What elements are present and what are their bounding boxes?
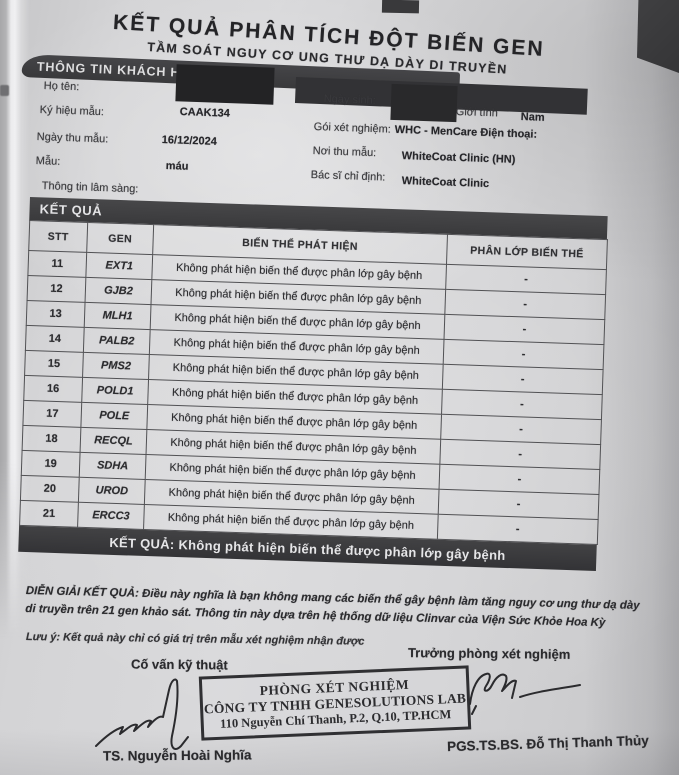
value-ky-hieu-mau: CAAK134 [179, 106, 231, 120]
signature-right [469, 672, 581, 715]
scan-artifact-speck [0, 85, 9, 96]
value-mau: máu [165, 160, 189, 173]
cell-gen: SDHA [79, 452, 147, 480]
cell-stt: 11 [27, 250, 87, 278]
column-header-stt: STT [28, 220, 88, 253]
label-goi-xet-nghiem: Gói xét nghiệm: [313, 121, 391, 136]
cell-gen: RECQL [80, 427, 147, 455]
value-goi-xet-nghiem: WHC - MenCare Điện thoại: [394, 123, 538, 141]
cell-stt: 20 [20, 475, 80, 503]
results-table: STT GEN BIẾN THỂ PHÁT HIỆN PHÂN LỚP BIẾN… [19, 219, 608, 546]
scan-background-corner [637, 0, 679, 73]
cell-gen: UROD [78, 477, 146, 505]
value-noi-thu-mau: WhiteCoat Clinic (HN) [401, 150, 516, 166]
label-ho-ten: Họ tên: [43, 80, 80, 94]
cell-stt: 15 [24, 350, 84, 378]
redaction-name-value [175, 64, 275, 105]
results-section: KẾT QUẢ STT GEN BIẾN THỂ PHÁT HIỆN PHÂN … [18, 197, 608, 571]
redaction-dob-value [390, 83, 458, 123]
label-mau: Mẫu: [35, 155, 61, 168]
label-ngay-sinh: Ngày sinh: [323, 93, 376, 107]
field-goi-xet-nghiem: Gói xét nghiệm: WHC - MenCare Điện thoại: [314, 121, 538, 141]
value-ngay-thu-mau: 16/12/2024 [161, 134, 218, 148]
column-header-gen: GEN [86, 222, 154, 255]
cell-gen: GJB2 [85, 277, 152, 305]
cell-stt: 17 [22, 400, 82, 428]
results-section-title: KẾT QUẢ [39, 201, 103, 219]
cell-gen: POLD1 [81, 377, 149, 405]
cell-stt: 18 [22, 425, 81, 453]
label-thong-tin-lam-sang: Thông tin lâm sàng: [41, 180, 139, 196]
cell-gen: ERCC3 [77, 502, 145, 530]
label-ngay-thu-mau: Ngày thu mẫu: [36, 131, 109, 146]
cell-gen: EXT1 [85, 252, 153, 280]
scan-artifact-mark [381, 0, 420, 14]
value-gioi-tinh: Nam [520, 111, 545, 124]
cell-stt: 13 [26, 300, 86, 328]
signature-left [95, 678, 189, 750]
cell-stt: 12 [27, 275, 86, 303]
label-noi-thu-mau: Nơi thu mẫu: [312, 145, 377, 160]
signature-name-right: PGS.TS.BS. Đỗ Thị Thanh Thủy [446, 732, 649, 755]
label-ky-hieu-mau: Ký hiệu mẫu: [39, 104, 105, 119]
value-bac-si-chi-dinh: WhiteCoat Clinic [401, 175, 490, 191]
cell-stt: 14 [25, 325, 85, 353]
label-bac-si-chi-dinh: Bác sĩ chỉ định: [310, 169, 386, 184]
label-gioi-tinh: Giới tính [455, 106, 499, 120]
note-text: Lưu ý: Kết quả này chỉ có giá trị trên m… [25, 631, 365, 648]
cell-gen: PALB2 [83, 327, 151, 355]
cell-gen: POLE [80, 402, 148, 430]
cell-stt: 21 [19, 500, 79, 528]
cell-stt: 19 [21, 450, 81, 478]
cell-stt: 16 [23, 375, 83, 403]
interpretation-text: DIỄN GIẢI KẾT QUẢ: Điều này nghĩa là bạn… [25, 584, 640, 629]
cell-gen: MLH1 [84, 302, 151, 330]
cell-gen: PMS2 [82, 352, 150, 380]
lab-stamp: PHÒNG XÉT NGHIỆM CÔNG TY TNHH GENESOLUTI… [198, 665, 472, 741]
signature-title-right: Trưởng phòng xét nghiệm [407, 645, 571, 662]
